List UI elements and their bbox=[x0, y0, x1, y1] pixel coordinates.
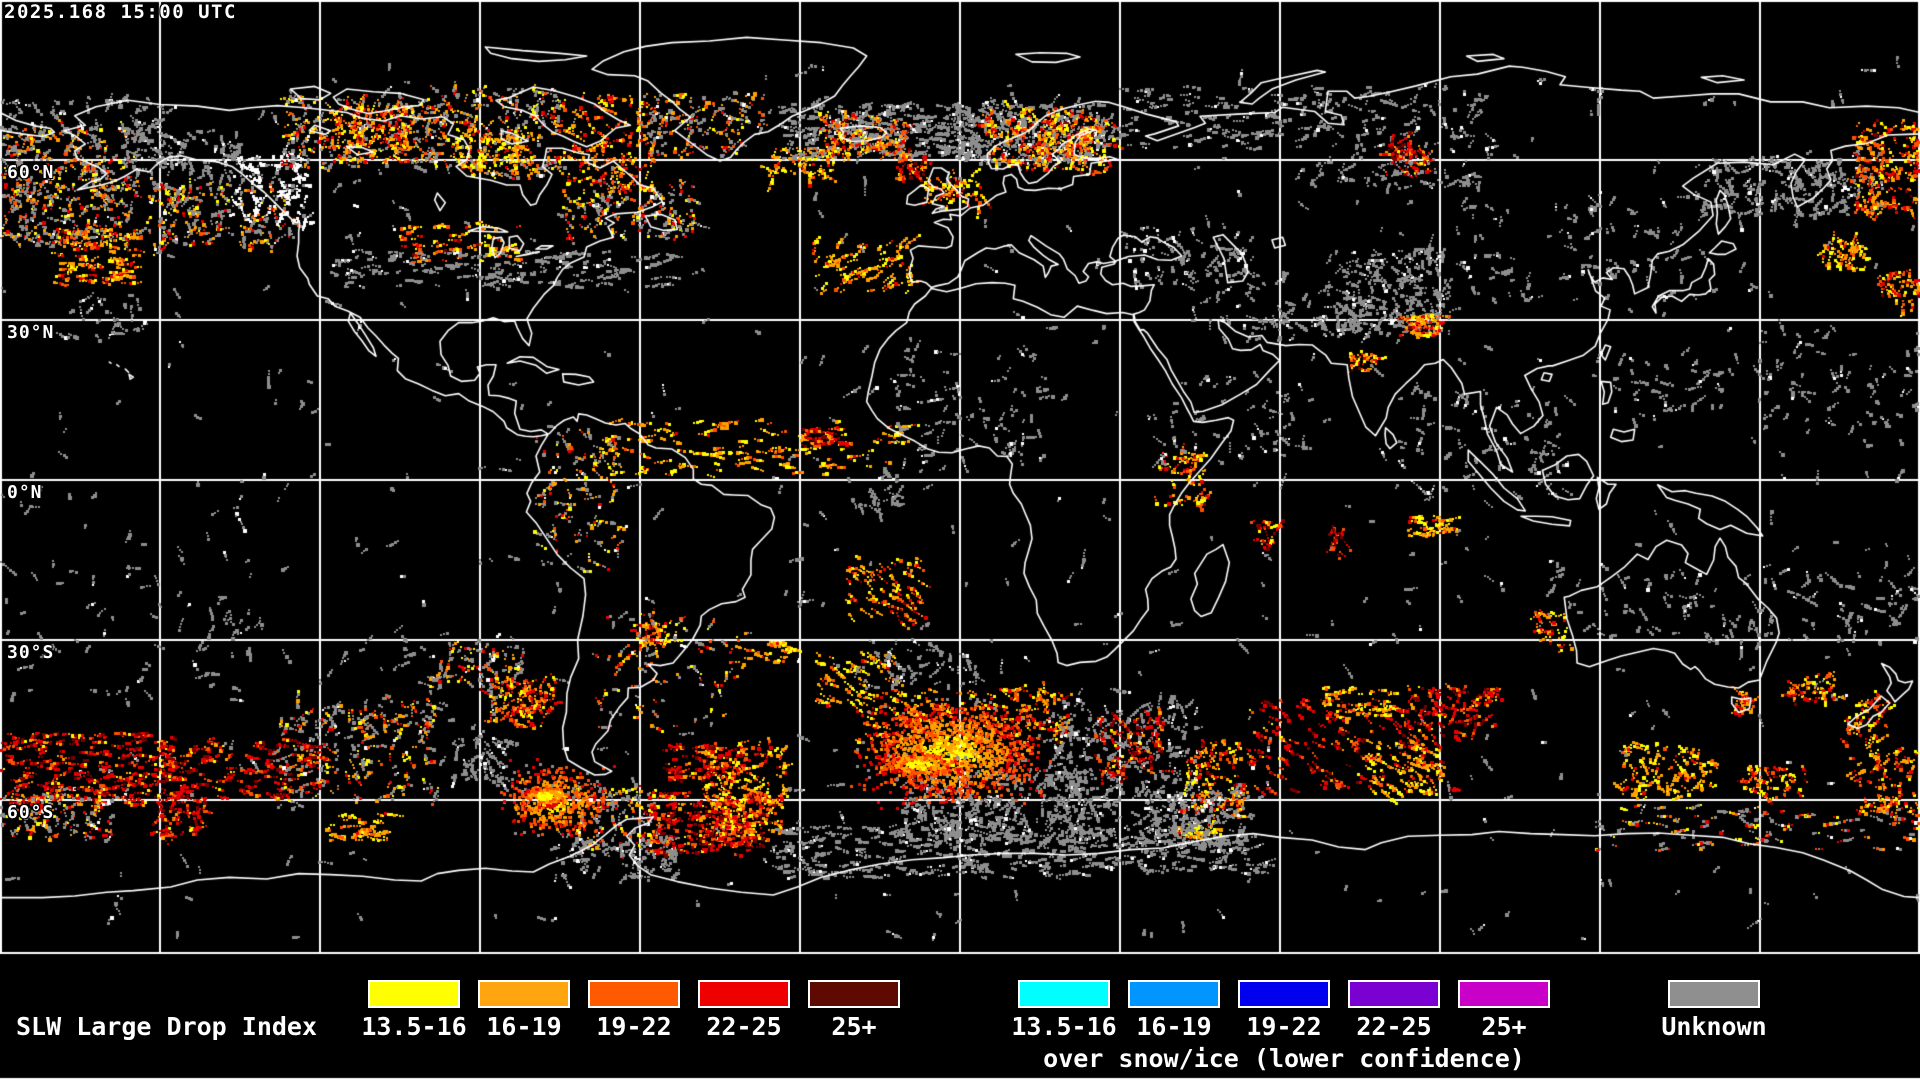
legend-label-snow-1: 16-19 bbox=[1136, 1012, 1212, 1041]
lat-label-3: 30°S bbox=[7, 642, 55, 663]
legend-label-slw-4: 25+ bbox=[831, 1012, 877, 1041]
legend-label-snow-3: 22-25 bbox=[1356, 1012, 1432, 1041]
legend-snow-caption: over snow/ice (lower confidence) bbox=[1043, 1044, 1525, 1073]
timestamp-label: 2025.168 15:00 UTC bbox=[4, 1, 237, 23]
legend-swatch-unknown-0 bbox=[1668, 980, 1760, 1008]
legend-swatch-slw-3 bbox=[698, 980, 790, 1008]
legend-label-snow-4: 25+ bbox=[1481, 1012, 1527, 1041]
legend-swatch-snow-3 bbox=[1348, 980, 1440, 1008]
legend-title: SLW Large Drop Index bbox=[16, 1012, 318, 1041]
legend-label-slw-1: 16-19 bbox=[486, 1012, 562, 1041]
legend-label-snow-0: 13.5-16 bbox=[1011, 1012, 1117, 1041]
legend-label-slw-3: 22-25 bbox=[706, 1012, 782, 1041]
legend-label-slw-2: 19-22 bbox=[596, 1012, 672, 1041]
legend-swatch-snow-4 bbox=[1458, 980, 1550, 1008]
legend-swatch-slw-1 bbox=[478, 980, 570, 1008]
legend-swatch-slw-0 bbox=[368, 980, 460, 1008]
legend-swatch-snow-0 bbox=[1018, 980, 1110, 1008]
legend-label-unknown-0: Unknown bbox=[1661, 1012, 1767, 1041]
legend-swatch-snow-1 bbox=[1128, 980, 1220, 1008]
legend-swatch-slw-4 bbox=[808, 980, 900, 1008]
lat-label-4: 60°S bbox=[7, 802, 55, 823]
legend-label-snow-2: 19-22 bbox=[1246, 1012, 1322, 1041]
lat-label-2: 0°N bbox=[7, 482, 43, 503]
lat-label-1: 30°N bbox=[7, 322, 55, 343]
legend-swatch-snow-2 bbox=[1238, 980, 1330, 1008]
legend-swatch-slw-2 bbox=[588, 980, 680, 1008]
lat-label-0: 60°N bbox=[7, 162, 55, 183]
legend-label-slw-0: 13.5-16 bbox=[361, 1012, 467, 1041]
